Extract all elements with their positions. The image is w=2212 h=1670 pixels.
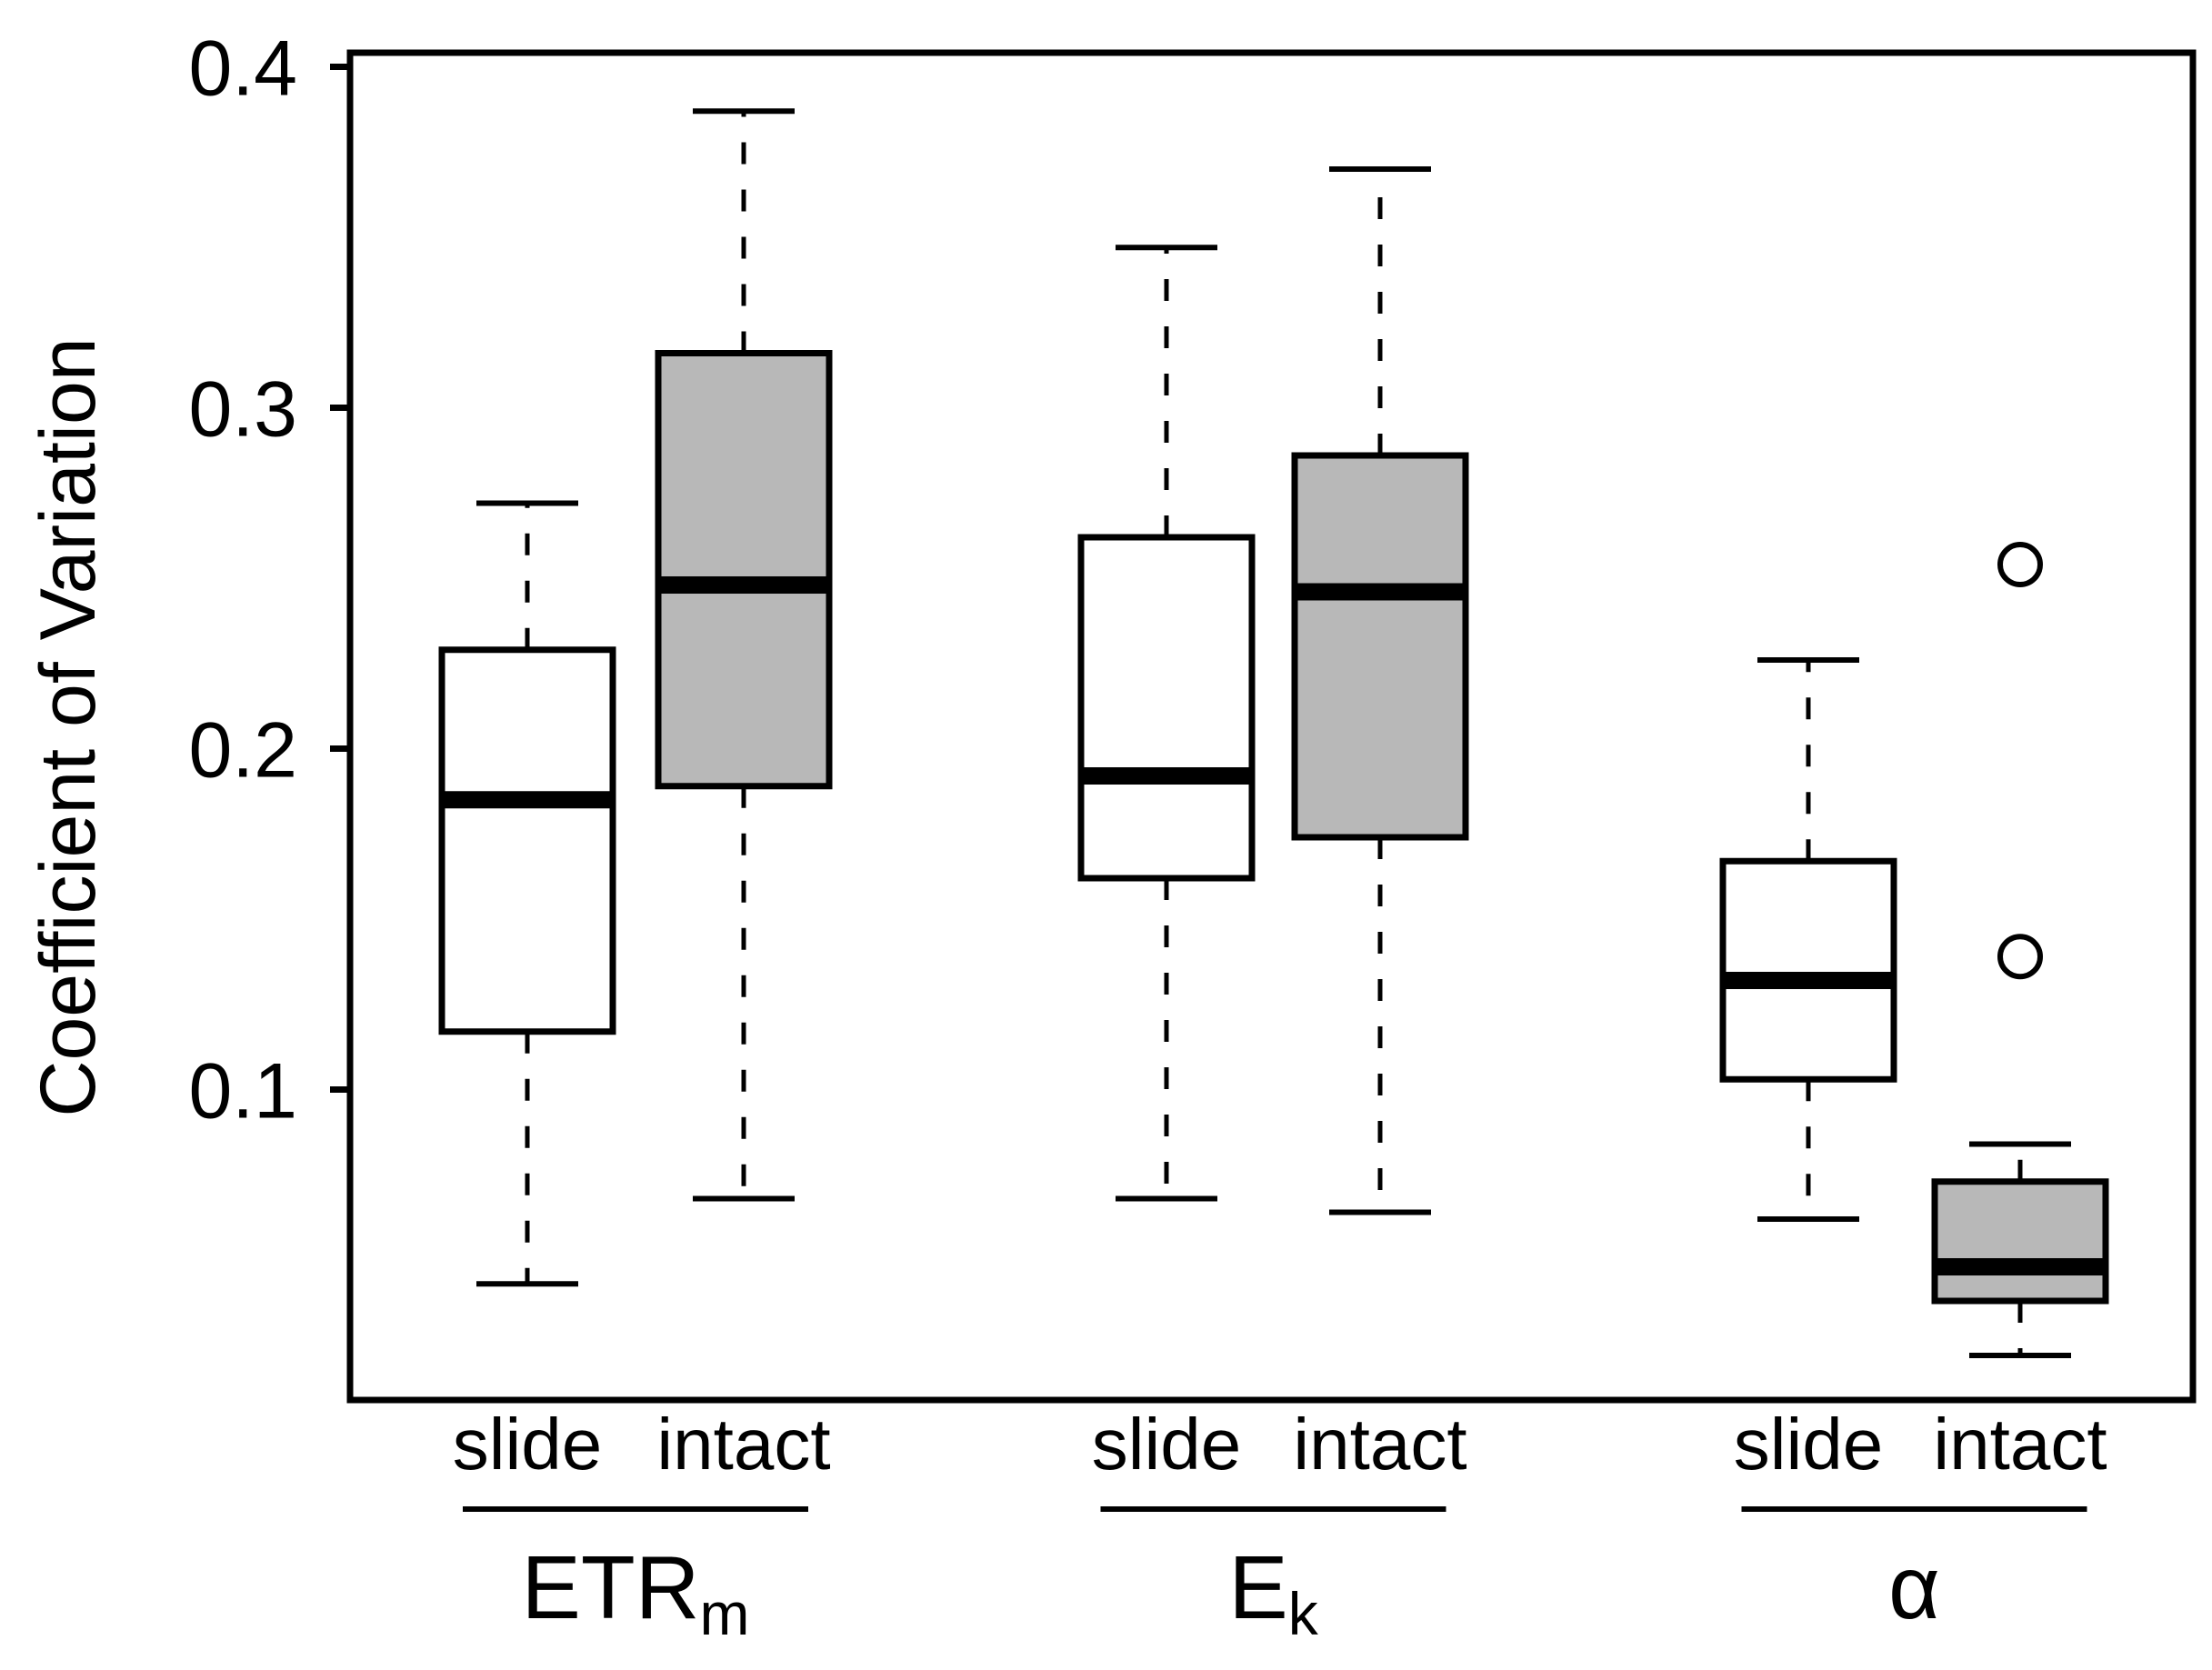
group1-slide-x-label: slide bbox=[453, 1404, 603, 1485]
group2-name-subscript: k bbox=[1288, 1580, 1319, 1647]
group1-name-main: ETR bbox=[522, 1537, 700, 1637]
group3-name-main: α bbox=[1888, 1537, 1940, 1637]
plot-frame bbox=[346, 49, 2197, 1404]
group2-slide-x-label: slide bbox=[1092, 1404, 1242, 1485]
y-tick-label-0.4: 0.4 bbox=[188, 25, 297, 113]
group1-name: ETRm bbox=[522, 1537, 750, 1647]
y-tick-label-0.2: 0.2 bbox=[188, 707, 297, 795]
group3-name: α bbox=[1888, 1537, 1940, 1637]
y-tick-label-0.3: 0.3 bbox=[188, 366, 297, 454]
y-tick-label-0.1: 0.1 bbox=[188, 1048, 297, 1135]
group1-intact-box bbox=[655, 350, 833, 790]
group3-intact-outlier-2 bbox=[1997, 542, 2043, 587]
group1-intact-x-label: intact bbox=[656, 1404, 830, 1485]
group3-intact-box bbox=[1931, 1178, 2109, 1305]
group3-slide-box bbox=[1719, 857, 1897, 1083]
group1-name-subscript: m bbox=[700, 1580, 750, 1647]
group2-name-main: E bbox=[1228, 1537, 1287, 1637]
group1-slide-box bbox=[438, 646, 616, 1035]
group3-intact-outlier-1 bbox=[1997, 934, 2043, 980]
group2-intact-box bbox=[1291, 452, 1469, 841]
group3-slide-x-label: slide bbox=[1734, 1404, 1884, 1485]
group2-intact-x-label: intact bbox=[1293, 1404, 1466, 1485]
group3-intact-x-label: intact bbox=[1933, 1404, 2107, 1485]
group2-name: Ek bbox=[1228, 1537, 1318, 1647]
group2-slide-box bbox=[1077, 534, 1256, 882]
y-axis-label: Coefficient of Variation bbox=[25, 337, 112, 1116]
